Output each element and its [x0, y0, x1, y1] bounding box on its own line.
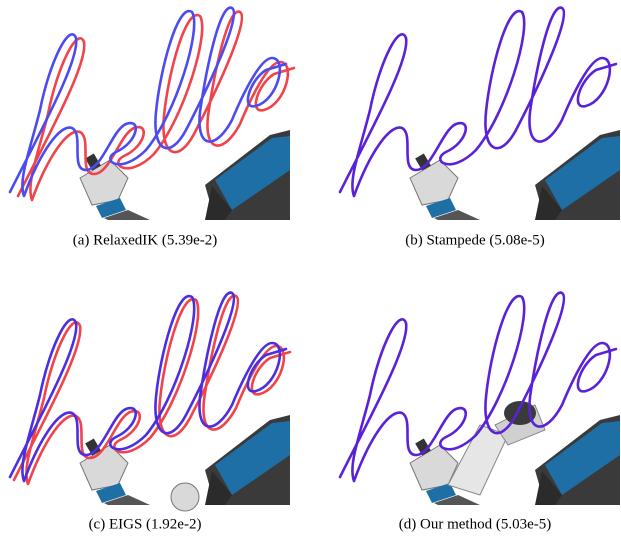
subfigure-a: (a) RelaxedIK (5.39e-2) — [0, 0, 296, 248]
robot-render — [329, 0, 621, 221]
caption: (b) Stampede (5.08e-5) — [405, 232, 545, 248]
caption: (c) EIGS (1.92e-2) — [89, 516, 202, 532]
robot-joint — [504, 401, 536, 425]
caption: (d) Our method (5.03e-5) — [399, 516, 551, 532]
subfigure-d: (d) Our method (5.03e-5) — [329, 284, 621, 532]
subfigure-b: (b) Stampede (5.08e-5) — [329, 0, 621, 248]
caption: (a) RelaxedIK (5.39e-2) — [73, 232, 218, 248]
robot-joint — [170, 482, 200, 512]
subfigure-c: (c) EIGS (1.92e-2) — [0, 284, 292, 532]
